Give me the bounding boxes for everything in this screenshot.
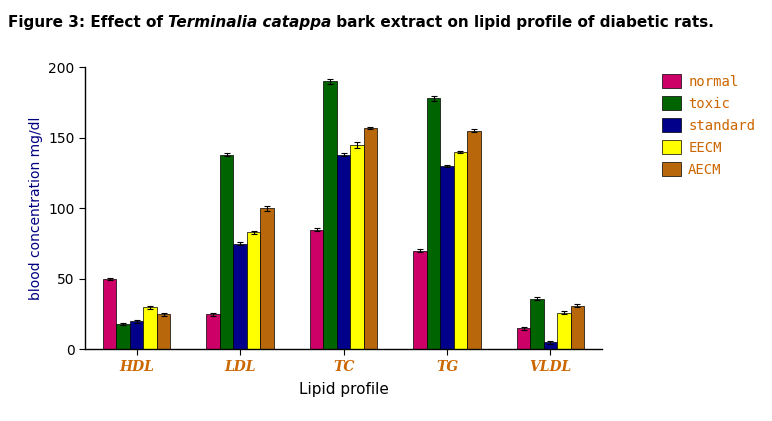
- Bar: [117, 324, 130, 349]
- X-axis label: Lipid profile: Lipid profile: [299, 382, 388, 397]
- Bar: [323, 82, 337, 349]
- Bar: [530, 298, 543, 349]
- Legend: normal, toxic, standard, EECM, AECM: normal, toxic, standard, EECM, AECM: [656, 69, 760, 182]
- Bar: [310, 229, 323, 349]
- Bar: [364, 128, 378, 349]
- Bar: [220, 155, 233, 349]
- Y-axis label: blood concentration mg/dl: blood concentration mg/dl: [29, 117, 42, 300]
- Bar: [467, 131, 481, 349]
- Bar: [413, 250, 427, 349]
- Bar: [103, 279, 117, 349]
- Bar: [427, 99, 440, 349]
- Bar: [206, 314, 220, 349]
- Bar: [543, 342, 557, 349]
- Bar: [157, 314, 171, 349]
- Bar: [557, 313, 571, 349]
- Bar: [516, 328, 530, 349]
- Bar: [233, 244, 247, 349]
- Text: Terminalia catappa: Terminalia catappa: [168, 15, 331, 30]
- Bar: [571, 306, 584, 349]
- Text: Figure 3: Effect of: Figure 3: Effect of: [8, 15, 168, 30]
- Bar: [440, 166, 454, 349]
- Bar: [247, 232, 260, 349]
- Bar: [454, 152, 467, 349]
- Bar: [130, 321, 144, 349]
- Text: Figure 3: Effect of ​Terminalia catappa: Figure 3: Effect of ​Terminalia catappa: [0, 420, 1, 421]
- Text: bark extract on lipid profile of diabetic rats.: bark extract on lipid profile of diabeti…: [331, 15, 714, 30]
- Bar: [337, 155, 350, 349]
- Bar: [350, 145, 364, 349]
- Bar: [260, 208, 274, 349]
- Bar: [144, 307, 157, 349]
